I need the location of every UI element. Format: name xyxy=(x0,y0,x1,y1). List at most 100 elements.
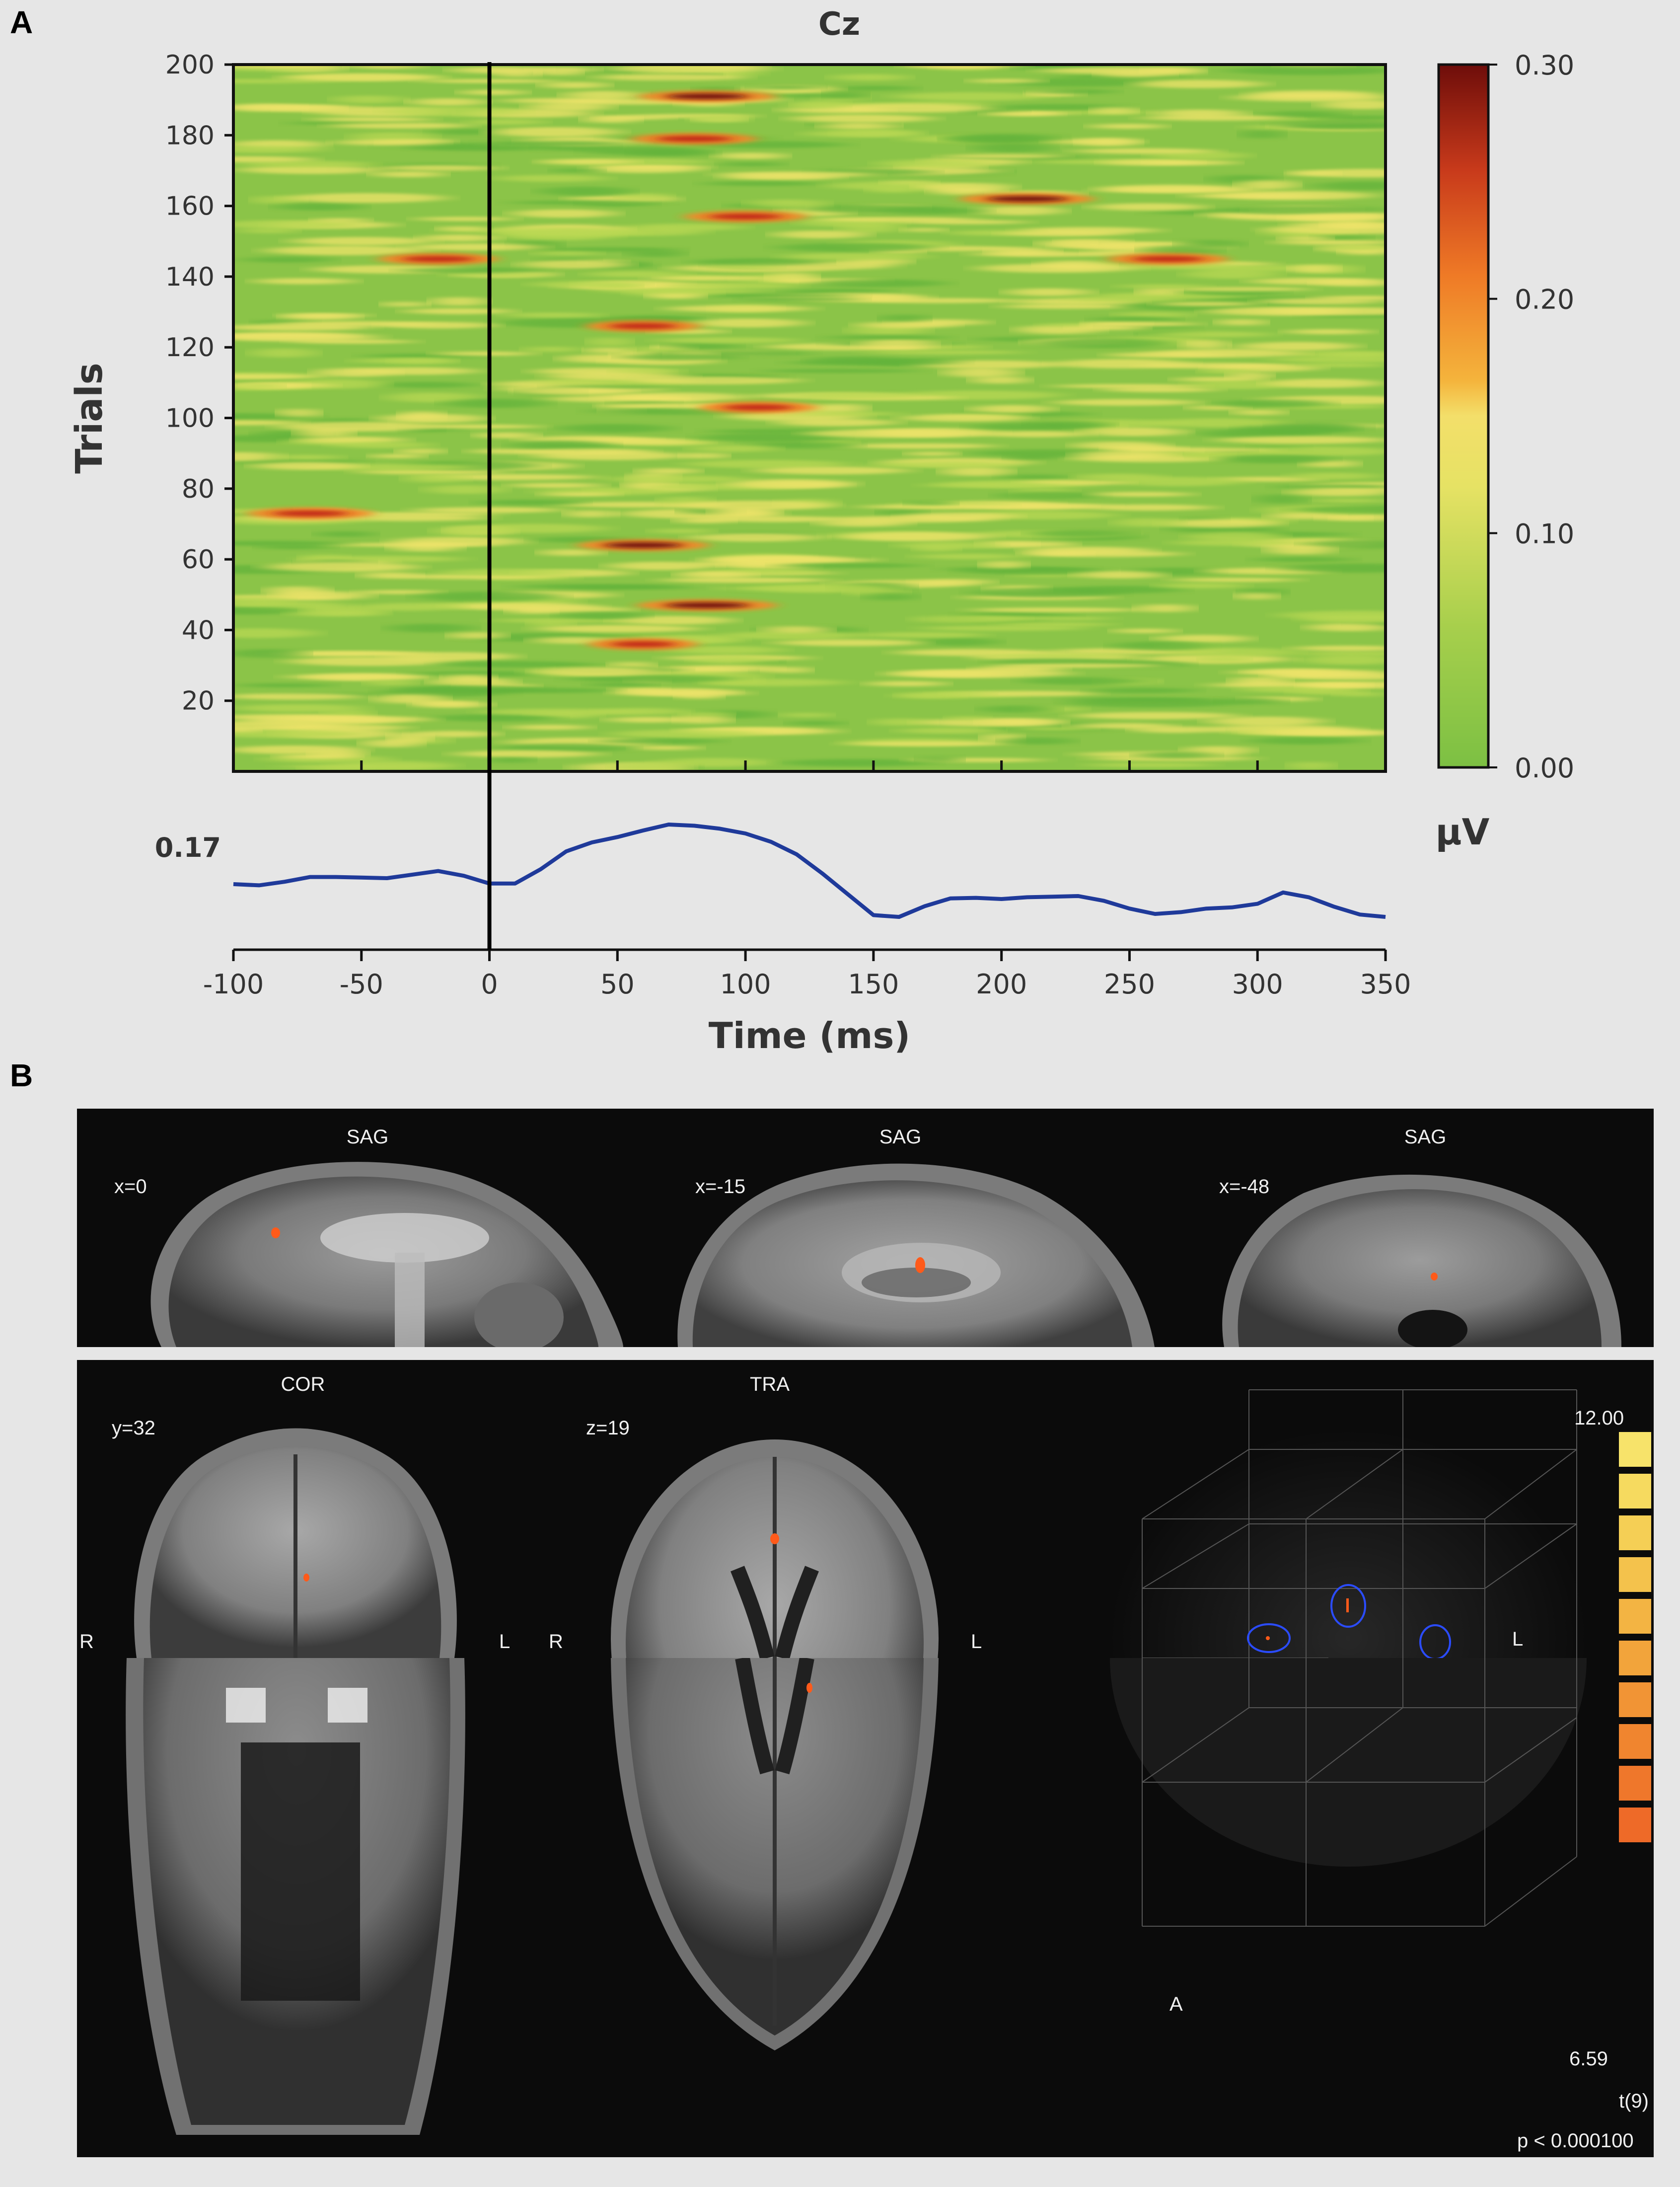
heatmap-streak xyxy=(818,519,909,527)
heatmap-streak xyxy=(524,346,579,353)
heatmap-hotspot-core xyxy=(402,256,475,262)
heatmap-streak xyxy=(332,760,454,771)
sag-1-coord: x=0 xyxy=(114,1176,147,1198)
heatmap-streak xyxy=(584,115,639,124)
heatmap-streak xyxy=(512,209,616,218)
heatmap-streak xyxy=(588,337,631,347)
heatmap-streak xyxy=(972,405,1052,413)
heatmap-streak xyxy=(416,217,514,222)
heatmap-streak xyxy=(1234,409,1285,416)
heatmap-streak xyxy=(289,193,445,203)
heatmap-streak xyxy=(669,283,799,289)
colorbar-tick-label: 0.20 xyxy=(1515,284,1574,315)
heatmap-streak xyxy=(922,625,1085,631)
heatmap-hotspot-core xyxy=(665,602,749,608)
heatmap-streak xyxy=(1227,66,1386,75)
heatmap-streak xyxy=(508,606,555,614)
heatmap-streak xyxy=(1224,206,1386,215)
heatmap-streak xyxy=(1150,331,1271,338)
heatmap-streak xyxy=(858,321,955,329)
cor-left-label: R xyxy=(79,1631,94,1653)
heatmap-streak xyxy=(233,332,376,342)
heatmap-streak xyxy=(718,171,873,178)
y-tick-label: 140 xyxy=(165,262,215,292)
y-tick-label: 160 xyxy=(165,192,215,222)
x-tick-label: 150 xyxy=(848,969,899,1000)
heatmap-streak xyxy=(354,358,451,364)
heatmap-streak xyxy=(750,442,857,449)
heatmap-streak xyxy=(815,403,868,413)
heatmap-streak xyxy=(743,297,861,302)
heatmap-streak xyxy=(690,114,749,123)
heatmap-streak xyxy=(332,542,494,547)
heatmap-streak xyxy=(665,646,783,654)
heatmap-streak xyxy=(1289,472,1377,480)
heatmap-streak xyxy=(379,165,498,171)
heatmap-streak xyxy=(1256,494,1307,504)
heatmap-streak xyxy=(878,159,989,168)
heatmap-streak xyxy=(455,750,598,758)
heatmap-streak xyxy=(493,618,628,623)
bottom-strip-lower: A 6.59 t(9) p < 0.000100 xyxy=(77,1658,1654,2157)
heatmap-streak xyxy=(267,586,329,596)
heatmap-streak xyxy=(1172,578,1298,582)
heatmap-streak xyxy=(328,515,488,522)
x-axis-label: Time (ms) xyxy=(709,1015,910,1053)
x-tick-label: 300 xyxy=(1232,969,1283,1000)
tscale-swatch xyxy=(1619,1724,1651,1759)
heatmap-streak xyxy=(493,227,641,235)
heatmap-streak xyxy=(238,382,283,389)
heatmap-streak xyxy=(902,414,1028,422)
heatmap-streak xyxy=(238,683,332,688)
heatmap-streak xyxy=(405,308,512,314)
heatmap-streak xyxy=(496,69,539,77)
wave-line xyxy=(233,823,1386,919)
heatmap-streak xyxy=(1142,245,1219,255)
heatmap-streak xyxy=(915,553,1021,560)
heatmap-streak xyxy=(366,679,416,686)
heatmap-streak xyxy=(781,758,932,767)
heatmap-streak xyxy=(1286,351,1386,358)
heatmap-streak xyxy=(431,714,558,722)
heatmap-streak xyxy=(903,220,1027,225)
y-tick-label: 100 xyxy=(165,404,215,434)
heatmap-streak xyxy=(511,440,613,451)
heatmap-streak xyxy=(1267,378,1380,388)
heatmap-hotspot-core xyxy=(665,93,748,100)
heatmap-streak xyxy=(1295,505,1386,514)
heatmap-streak xyxy=(945,368,1018,377)
heatmap-streak xyxy=(728,479,853,489)
heatmap-streak xyxy=(359,603,461,611)
chart-title: Cz xyxy=(818,6,860,43)
heatmap-streak xyxy=(1114,518,1181,527)
heatmap-streak xyxy=(283,651,421,656)
heatmap-streak xyxy=(476,432,537,439)
heatmap-streak xyxy=(1216,399,1330,408)
heatmap-streak xyxy=(1219,697,1284,705)
heatmap-streak xyxy=(537,625,700,633)
heatmap-streak xyxy=(915,545,958,552)
colorbar-tick-label: 0.30 xyxy=(1515,50,1574,81)
heatmap-streak xyxy=(924,482,1062,488)
heatmap-streak xyxy=(587,682,655,687)
heatmap-streak xyxy=(1276,239,1386,245)
heatmap-streak xyxy=(243,256,333,263)
heatmap-streak xyxy=(271,454,342,460)
heatmap-streak xyxy=(985,111,1060,116)
heatmap-streak xyxy=(409,243,542,251)
glass-right-label: L xyxy=(1512,1628,1523,1650)
sag-2-coord: x=-15 xyxy=(695,1176,745,1198)
heatmap-streak xyxy=(233,220,353,229)
heatmap-streak xyxy=(1185,269,1278,279)
heatmap-streak xyxy=(1032,89,1116,94)
tscale-swatch xyxy=(1619,1599,1651,1634)
heatmap-streak xyxy=(1217,476,1320,482)
tscale-swatch xyxy=(1619,1808,1651,1842)
heatmap-streak xyxy=(858,339,934,350)
heatmap-streak xyxy=(233,420,299,426)
tscale-swatch xyxy=(1619,1658,1651,1675)
heatmap-streak xyxy=(1250,737,1361,745)
heatmap-streak xyxy=(1099,71,1172,78)
heatmap-streak xyxy=(1237,592,1277,600)
heatmap-streak xyxy=(1272,422,1367,432)
